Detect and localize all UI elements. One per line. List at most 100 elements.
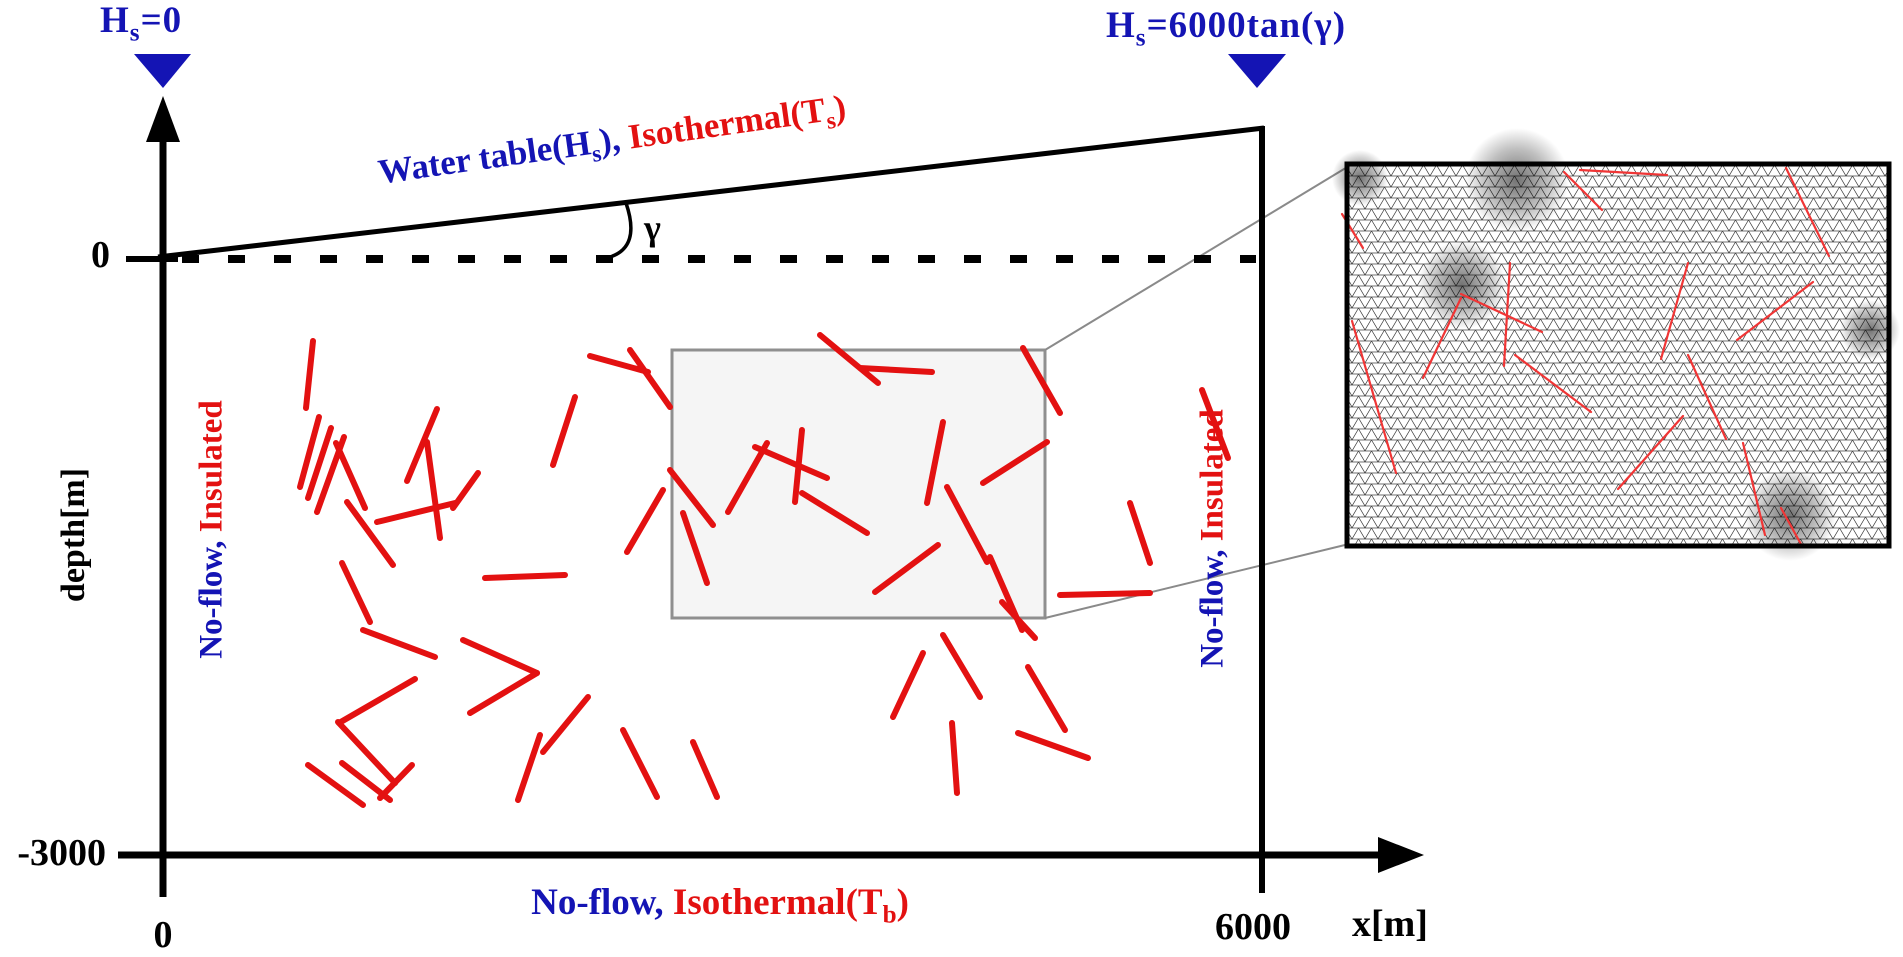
inset-fracture-segment: [1578, 168, 1669, 177]
fracture-segment: [890, 650, 926, 720]
gamma-angle-label: γ: [644, 208, 661, 248]
head-right-sub: s: [1135, 24, 1147, 52]
mesh-inset-border: [1344, 161, 1892, 549]
fracture-segment: [627, 347, 673, 410]
inset-fracture-segment: [1616, 414, 1685, 491]
inset-fracture-segment: [1513, 353, 1593, 414]
inset-fracture-segment: [1735, 280, 1815, 342]
bottom-boundary-red-sub: b: [882, 901, 897, 929]
fracture-segment: [482, 572, 568, 581]
head-marker-triangle-right-icon: [1228, 54, 1286, 88]
head-right-value: =6000tan(γ): [1146, 5, 1347, 46]
inset-fracture-segment: [1659, 261, 1690, 361]
fracture-segment: [624, 487, 666, 555]
head-label-right: Hs=6000tan(γ): [1106, 5, 1347, 50]
head-left-value: =0: [140, 0, 183, 41]
y-axis-arrow-icon: [146, 96, 180, 142]
fracture-segment: [360, 627, 438, 660]
fracture-segment: [550, 394, 578, 468]
x-tick-6000: 6000: [1215, 906, 1291, 948]
right-boundary-red-text: Insulated: [1194, 409, 1231, 542]
fracture-segment: [949, 720, 960, 796]
fracture-segment: [999, 599, 1038, 641]
head-left-sub: s: [129, 19, 141, 47]
fracture-segment: [872, 542, 941, 595]
left-boundary-red-text: Insulated: [193, 400, 230, 533]
fracture-segment: [467, 670, 540, 716]
fracture-segment: [333, 440, 368, 511]
fracture-segment: [799, 490, 870, 536]
fracture-segment: [404, 406, 440, 484]
fracture-segment: [680, 510, 710, 586]
mesh-refinement-spot: [1840, 300, 1900, 360]
inset-fracture-segment: [1686, 353, 1728, 441]
fracture-segment: [1199, 387, 1231, 461]
fracture-segment: [1057, 590, 1153, 598]
fracture-segment: [374, 500, 458, 525]
inset-connector-bottom: [1044, 543, 1350, 619]
fracture-segment: [1127, 500, 1153, 566]
inset-fracture-segment: [1562, 170, 1604, 212]
left-boundary-label: No-flow, Insulated: [193, 320, 230, 740]
inset-fracture-segment: [1779, 506, 1804, 548]
bottom-boundary-label: No-flow, Isothermal(Tb): [430, 882, 1010, 927]
fracture-segment: [305, 425, 334, 501]
fracture-segment: [450, 470, 481, 511]
fracture-segment: [587, 353, 651, 375]
fracture-segment: [940, 632, 983, 700]
fracture-segment: [377, 762, 415, 801]
fracture-segment: [460, 637, 540, 676]
fracture-segment: [857, 365, 935, 375]
fracture-set: [297, 332, 1231, 808]
fracture-segment: [1015, 730, 1091, 761]
fracture-segment: [424, 439, 443, 541]
left-boundary-blue-text: No-flow,: [193, 532, 230, 659]
fracture-segment: [344, 499, 396, 568]
x-axis-title: x[m]: [1352, 903, 1428, 945]
right-boundary-blue-text: No-flow,: [1194, 541, 1231, 668]
fracture-segment: [725, 440, 770, 515]
inset-fracture-segment: [1784, 166, 1831, 258]
mesh-refinement-spot: [1465, 128, 1569, 232]
y-tick-zero: 0: [91, 234, 110, 276]
fracture-segment: [305, 762, 366, 808]
head-right-main: H: [1106, 5, 1136, 46]
inset-fracture-segment: [1741, 441, 1767, 537]
fracture-segment: [339, 560, 373, 625]
inset-fracture-segment: [1350, 319, 1398, 475]
bottom-boundary-red-close: ): [896, 882, 909, 923]
y-axis-title: depth[m]: [55, 467, 92, 603]
x-axis-arrow-icon: [1378, 837, 1424, 873]
head-label-left: Hs=0: [100, 0, 183, 45]
fracture-segment: [515, 732, 543, 803]
fracture-segment: [980, 439, 1050, 486]
fracture-segment: [335, 719, 398, 786]
fracture-segment: [924, 419, 946, 506]
fracture-segment: [1025, 664, 1068, 733]
fracture-segment: [1020, 345, 1063, 416]
mesh-refinement-spot: [1332, 150, 1388, 206]
inset-fracture-segment: [1421, 296, 1463, 380]
inset-fracture-segment: [1459, 292, 1544, 334]
fracture-segment: [667, 467, 716, 528]
zoom-region-box: [670, 348, 1047, 620]
fracture-segment: [297, 414, 322, 490]
fracture-segment: [336, 676, 418, 726]
bottom-boundary-red-text: Isothermal(T: [672, 882, 883, 923]
x-tick-zero: 0: [153, 914, 173, 956]
mesh-refinement-spot: [1418, 241, 1506, 329]
fracture-segment: [944, 484, 990, 565]
fracture-segment: [690, 739, 720, 800]
head-marker-triangle-left-icon: [134, 54, 191, 88]
mesh-refinement-spot: [1744, 469, 1836, 561]
y-tick-minus3000: -3000: [17, 832, 106, 874]
fracture-segment: [620, 727, 660, 800]
water-table-line: [157, 125, 1265, 260]
fracture-segment: [752, 444, 830, 481]
bottom-boundary-blue-text: No-flow,: [531, 882, 673, 923]
mesh-inset: [1332, 128, 1900, 561]
gamma-angle-arc: [609, 202, 633, 259]
right-boundary-label: No-flow, Insulated: [1194, 329, 1231, 749]
